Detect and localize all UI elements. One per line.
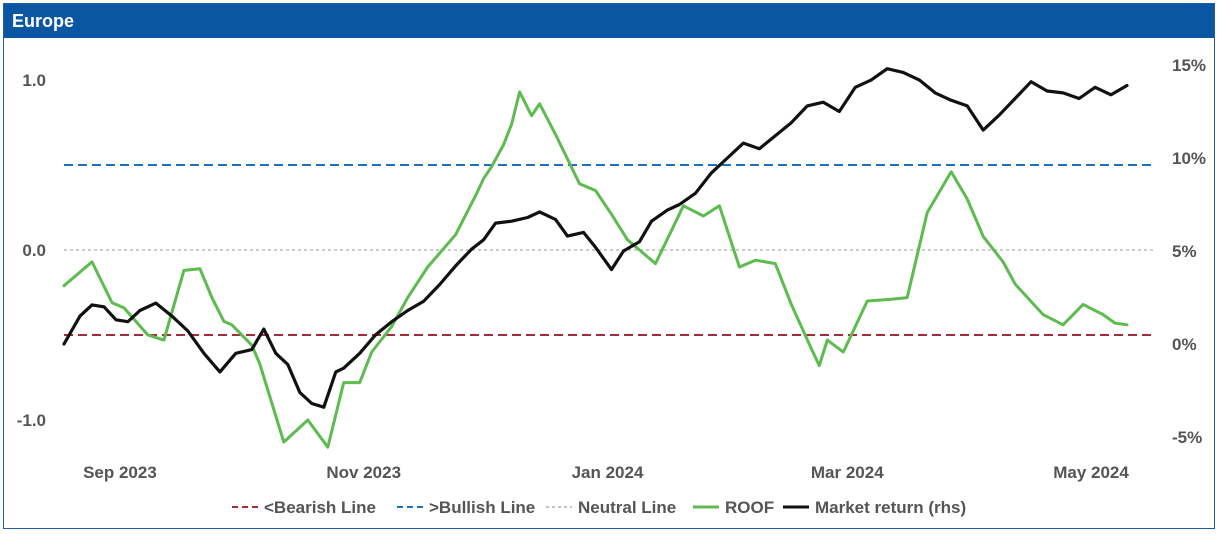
x-tick-label: Jan 2024 <box>572 463 644 482</box>
legend-label: >Bullish Line <box>429 498 535 517</box>
series-line-roof <box>62 90 1129 449</box>
series-line-market-return <box>62 67 1129 409</box>
left-tick-label: 1.0 <box>22 71 46 90</box>
right-tick-label: 10% <box>1172 149 1206 168</box>
left-tick-label: -1.0 <box>17 411 46 430</box>
chart-title: Europe <box>4 4 1214 38</box>
x-tick-label: May 2024 <box>1053 463 1129 482</box>
right-tick-label: 0% <box>1172 335 1197 354</box>
x-tick-label: Nov 2023 <box>326 463 401 482</box>
legend-label: Neutral Line <box>578 498 676 517</box>
legend-label: ROOF <box>725 498 774 517</box>
x-tick-label: Sep 2023 <box>83 463 157 482</box>
legend-label: Market return (rhs) <box>815 498 966 517</box>
x-tick-label: Mar 2024 <box>811 463 884 482</box>
right-tick-label: 15% <box>1172 56 1206 75</box>
left-tick-label: 0.0 <box>22 241 46 260</box>
right-tick-label: 5% <box>1172 242 1197 261</box>
right-tick-label: -5% <box>1172 428 1202 447</box>
chart-frame: Europe <box>3 3 1215 529</box>
legend-label: <Bearish Line <box>264 498 376 517</box>
